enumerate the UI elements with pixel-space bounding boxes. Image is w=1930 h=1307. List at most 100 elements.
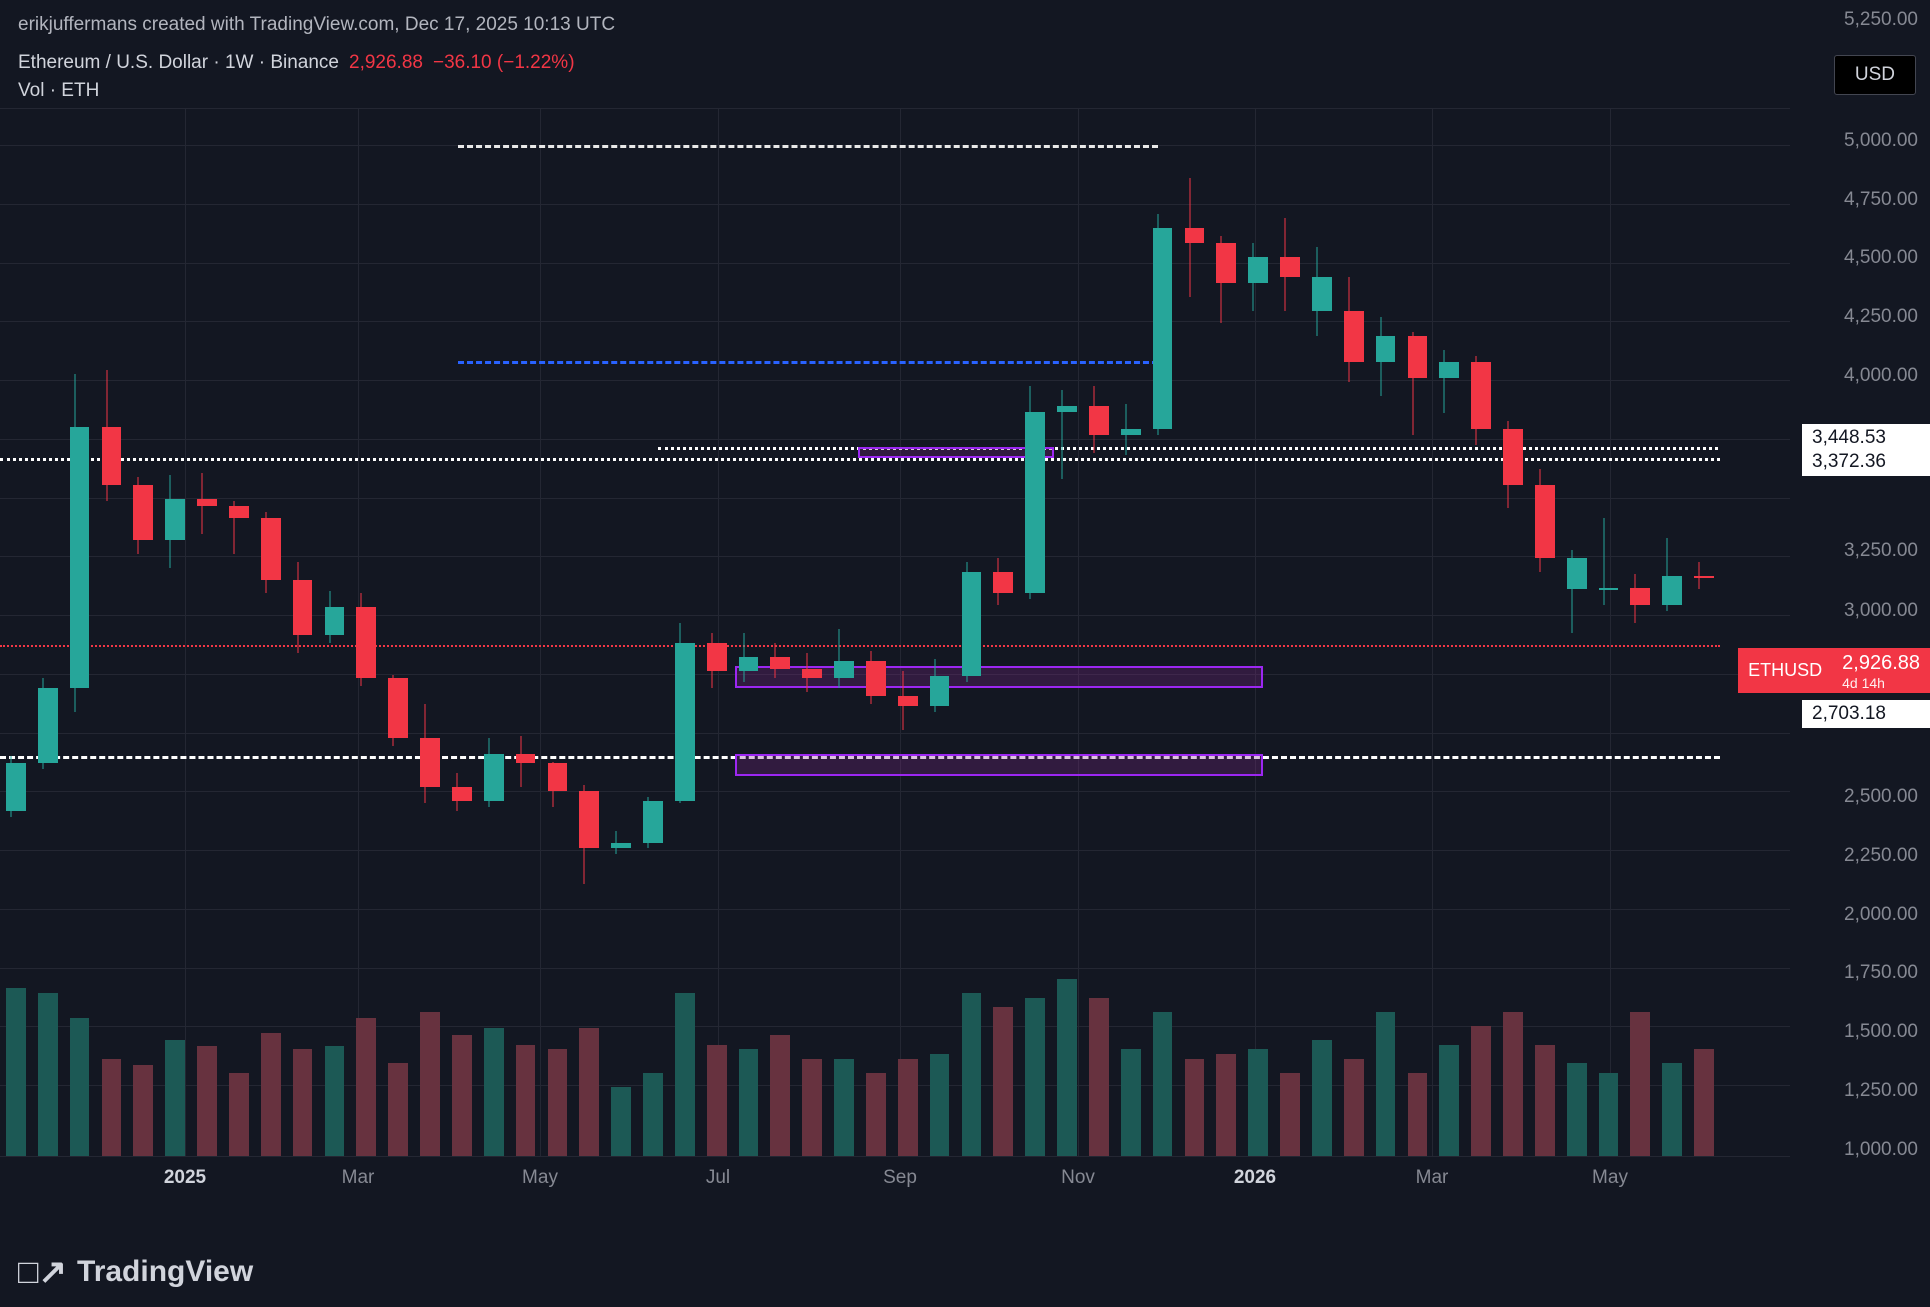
volume-bar-2024-12-02[interactable] bbox=[6, 988, 26, 1157]
volume-bar-2024-12-23[interactable] bbox=[102, 1059, 122, 1157]
volume-bar-2025-03-24[interactable] bbox=[516, 1045, 536, 1157]
gridline bbox=[0, 850, 1790, 851]
volume-bar-2025-09-22[interactable] bbox=[1344, 1059, 1364, 1157]
volume-bar-2025-10-20[interactable] bbox=[1471, 1026, 1491, 1157]
volume-bar-2024-12-09[interactable] bbox=[38, 993, 58, 1157]
candle-body bbox=[548, 763, 568, 791]
candle-body bbox=[229, 506, 249, 518]
volume-bar-2025-06-30[interactable] bbox=[962, 993, 982, 1157]
highlighted-price-box-lower2[interactable]: 2,703.18 bbox=[1802, 700, 1930, 728]
price-tick: 1,750.00 bbox=[1844, 962, 1918, 984]
volume-bar-2025-12-01[interactable] bbox=[1662, 1063, 1682, 1157]
volume-bar-2025-02-24[interactable] bbox=[388, 1063, 408, 1157]
tradingview-logo-text: TradingView bbox=[77, 1255, 253, 1289]
candle-body bbox=[898, 696, 918, 706]
volume-bar-2025-09-15[interactable] bbox=[1312, 1040, 1332, 1157]
volume-bar-2025-01-06[interactable] bbox=[165, 1040, 185, 1157]
volume-bar-2025-05-05[interactable] bbox=[707, 1045, 727, 1157]
volume-bar-2025-04-21[interactable] bbox=[643, 1073, 663, 1157]
volume-bar-2025-10-27[interactable] bbox=[1503, 1012, 1523, 1157]
candle-body bbox=[1185, 228, 1205, 244]
ethusd-current-badge[interactable]: ETHUSD 2,926.88 4d 14h bbox=[1738, 648, 1930, 693]
volume-bar-2025-08-25[interactable] bbox=[1216, 1054, 1236, 1157]
candle-wick bbox=[1444, 350, 1445, 413]
price-level-line-3448[interactable] bbox=[658, 447, 1718, 450]
candle-wick bbox=[1603, 518, 1604, 605]
candle-body bbox=[38, 688, 58, 763]
candle-body bbox=[1535, 485, 1555, 558]
resistance-line-3750[interactable] bbox=[458, 361, 1158, 364]
volume-bar-2025-11-24[interactable] bbox=[1630, 1012, 1650, 1157]
volume-bar-2025-10-13[interactable] bbox=[1439, 1045, 1459, 1157]
volume-bar-2025-12-08[interactable] bbox=[1694, 1049, 1714, 1157]
candle-body bbox=[6, 763, 26, 810]
volume-bar-2025-01-13[interactable] bbox=[197, 1046, 217, 1157]
volume-bar-2025-05-12[interactable] bbox=[739, 1049, 759, 1157]
volume-bar-2025-03-31[interactable] bbox=[548, 1049, 568, 1157]
resistance-line-5000[interactable] bbox=[458, 145, 1158, 148]
volume-bar-2024-12-30[interactable] bbox=[133, 1065, 153, 1157]
candle-body bbox=[1376, 336, 1396, 362]
gridline bbox=[0, 968, 1790, 969]
x-axis-tick-may2: May bbox=[1592, 1167, 1628, 1189]
volume-bar-2025-02-10[interactable] bbox=[325, 1046, 345, 1157]
gridline bbox=[1610, 109, 1611, 1157]
volume-bar-2025-08-04[interactable] bbox=[1121, 1049, 1141, 1157]
candle-body bbox=[133, 485, 153, 540]
tradingview-logo[interactable]: □↗ TradingView bbox=[18, 1255, 253, 1289]
volume-bar-2025-07-21[interactable] bbox=[1057, 979, 1077, 1157]
volume-bar-2025-01-27[interactable] bbox=[261, 1033, 281, 1157]
volume-bar-2025-06-09[interactable] bbox=[866, 1073, 886, 1157]
price-level-line-3372[interactable] bbox=[0, 458, 1720, 461]
volume-bar-2025-04-14[interactable] bbox=[611, 1087, 631, 1157]
x-axis: 2025 Mar May Jul Sep Nov 2026 Mar May bbox=[0, 1156, 1790, 1194]
volume-bar-2025-04-28[interactable] bbox=[675, 993, 695, 1157]
volume-bar-2025-05-26[interactable] bbox=[802, 1059, 822, 1157]
ethusd-ticker-tag[interactable]: ETHUSD bbox=[1738, 648, 1832, 693]
price-tick: 4,000.00 bbox=[1844, 365, 1918, 387]
volume-bar-2025-07-14[interactable] bbox=[1025, 998, 1045, 1157]
volume-bar-2025-11-03[interactable] bbox=[1535, 1045, 1555, 1157]
candle-body bbox=[388, 678, 408, 737]
volume-bar-2025-06-16[interactable] bbox=[898, 1059, 918, 1157]
volume-bar-2025-03-03[interactable] bbox=[420, 1012, 440, 1157]
volume-bar-2025-09-29[interactable] bbox=[1376, 1012, 1396, 1157]
volume-bar-2025-09-08[interactable] bbox=[1280, 1073, 1300, 1157]
highlighted-price-box-lower[interactable]: 3,372.36 bbox=[1802, 448, 1930, 476]
gridline bbox=[1078, 109, 1079, 1157]
x-axis-tick-sep: Sep bbox=[883, 1167, 917, 1189]
demand-zone-box-large[interactable] bbox=[735, 754, 1263, 776]
volume-bar-2025-08-18[interactable] bbox=[1185, 1059, 1205, 1157]
volume-bar-2025-08-11[interactable] bbox=[1153, 1012, 1173, 1157]
volume-bar-2025-02-17[interactable] bbox=[356, 1018, 376, 1157]
volume-bar-2025-07-28[interactable] bbox=[1089, 998, 1109, 1157]
ethusd-price-box[interactable]: 2,926.88 4d 14h bbox=[1832, 648, 1930, 693]
volume-bar-2025-11-10[interactable] bbox=[1567, 1063, 1587, 1157]
volume-bar-2025-06-23[interactable] bbox=[930, 1054, 950, 1157]
volume-bar-2025-01-20[interactable] bbox=[229, 1073, 249, 1157]
volume-bar-2025-05-19[interactable] bbox=[770, 1035, 790, 1157]
candle-body bbox=[261, 518, 281, 579]
volume-bar-2025-06-02[interactable] bbox=[834, 1059, 854, 1157]
volume-bar-2025-04-07[interactable] bbox=[579, 1028, 599, 1157]
price-tick: 3,250.00 bbox=[1844, 540, 1918, 562]
price-tick: 2,000.00 bbox=[1844, 904, 1918, 926]
symbol-info-line: Ethereum / U.S. Dollar · 1W · Binance 2,… bbox=[18, 52, 575, 74]
volume-bar-2025-02-03[interactable] bbox=[293, 1049, 313, 1157]
candle-body bbox=[930, 676, 950, 706]
price-tick: 4,250.00 bbox=[1844, 306, 1918, 328]
price-alert-line-red[interactable] bbox=[0, 645, 1720, 647]
candle-body bbox=[834, 661, 854, 679]
volume-bar-2025-03-17[interactable] bbox=[484, 1028, 504, 1157]
volume-bar-2025-10-06[interactable] bbox=[1408, 1073, 1428, 1157]
volume-bar-2024-12-16[interactable] bbox=[70, 1018, 90, 1157]
candle-body bbox=[1344, 311, 1364, 362]
volume-bar-2025-03-10[interactable] bbox=[452, 1035, 472, 1157]
volume-bar-2025-09-01[interactable] bbox=[1248, 1049, 1268, 1157]
candlestick-plot-area bbox=[0, 108, 1790, 1156]
volume-bar-2025-07-07[interactable] bbox=[993, 1007, 1013, 1157]
volume-bar-2025-11-17[interactable] bbox=[1599, 1073, 1619, 1157]
candle-body bbox=[516, 754, 536, 764]
symbol-name-label: Ethereum / U.S. Dollar · 1W · Binance bbox=[18, 52, 339, 74]
gridline bbox=[0, 498, 1790, 499]
